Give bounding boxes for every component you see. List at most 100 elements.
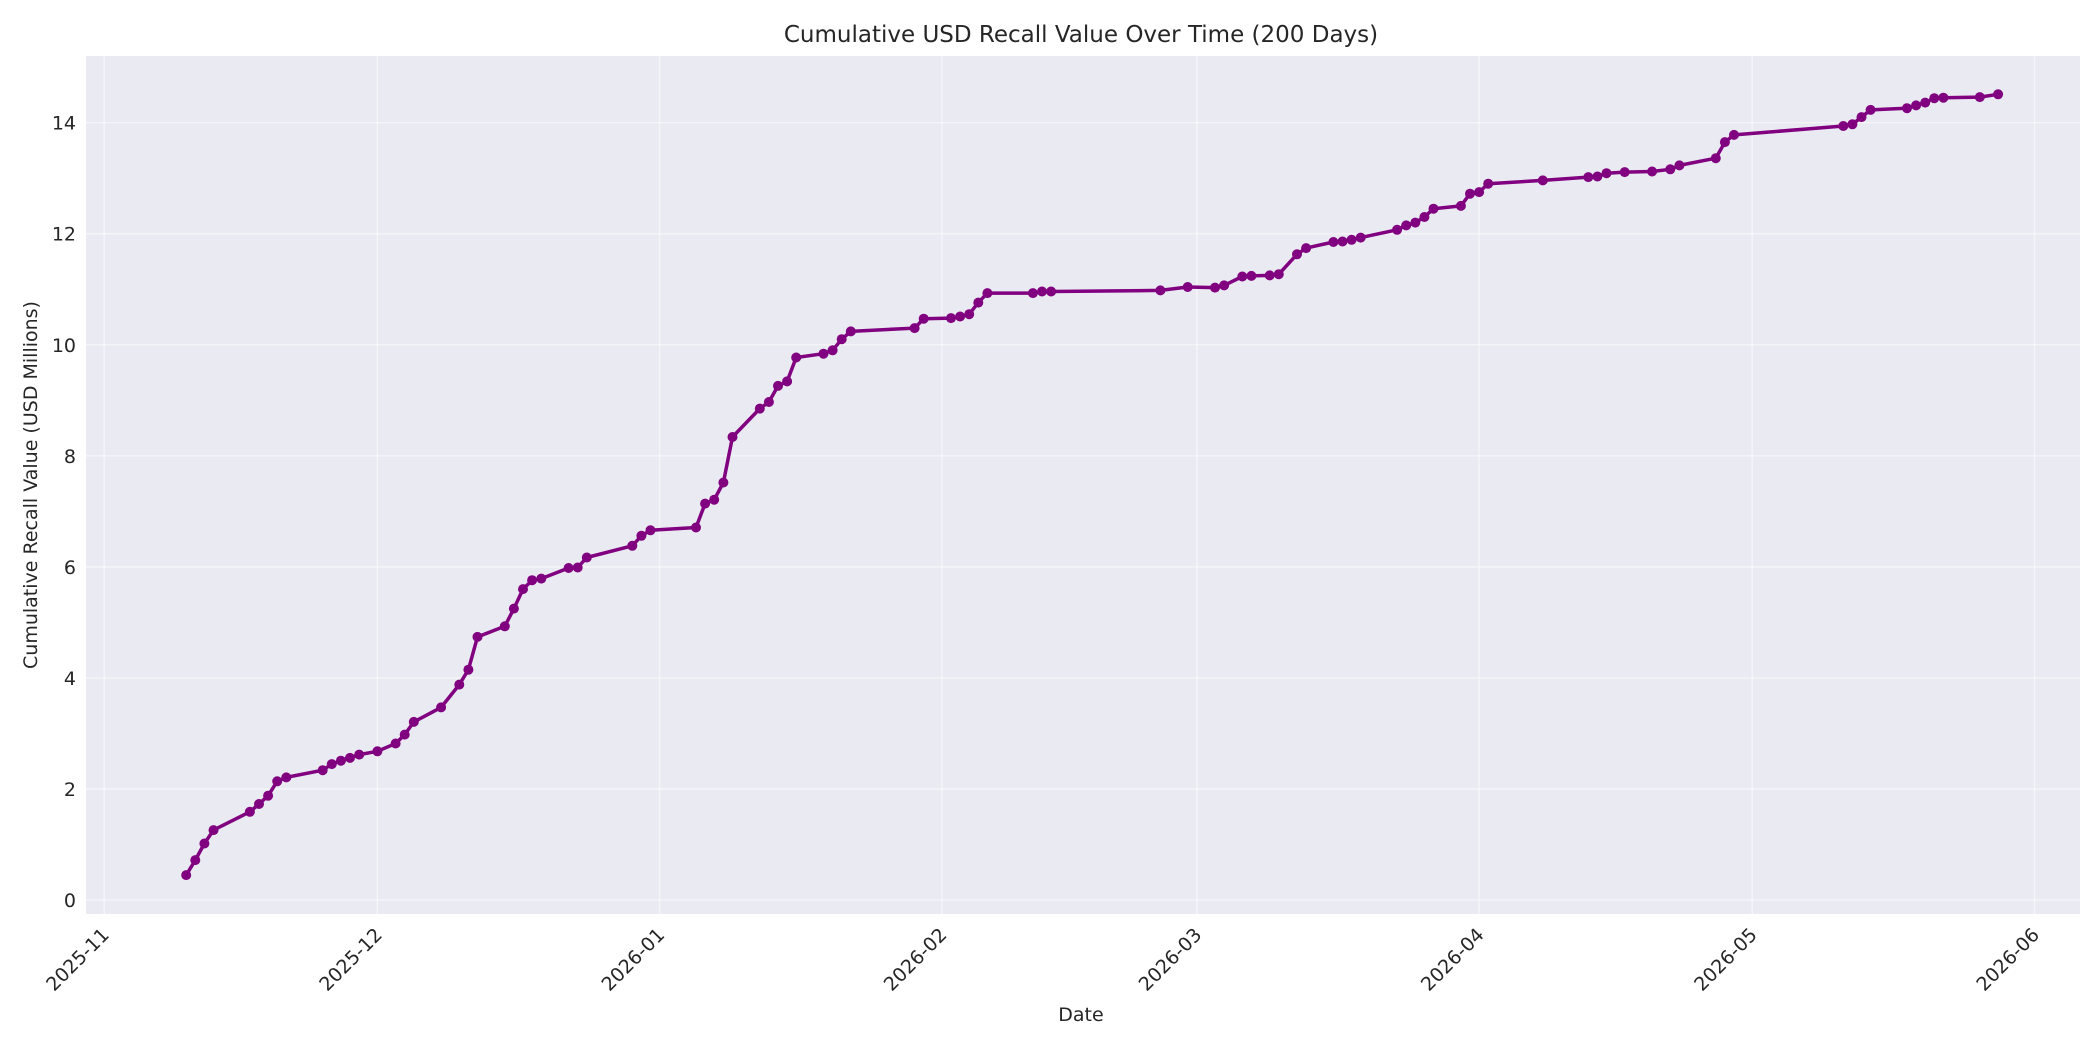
data-point — [281, 772, 292, 783]
data-point — [1419, 212, 1430, 222]
data-point — [636, 530, 647, 541]
data-point — [827, 345, 838, 356]
data-point — [955, 311, 966, 322]
data-point — [1838, 121, 1849, 131]
data-point — [372, 746, 383, 757]
data-point — [1929, 93, 1940, 104]
data-point — [454, 679, 465, 690]
data-point — [199, 838, 210, 849]
data-point — [1974, 92, 1985, 103]
data-point — [1902, 103, 1912, 114]
y-tick-label: 14 — [52, 113, 76, 135]
data-point — [581, 552, 592, 563]
data-point — [1401, 220, 1412, 231]
data-point — [645, 525, 656, 536]
data-point — [1938, 92, 1949, 103]
data-point — [326, 759, 337, 770]
data-point — [718, 477, 729, 488]
data-point — [1355, 232, 1366, 243]
data-point — [836, 334, 847, 345]
data-point — [1856, 112, 1867, 123]
data-point — [1328, 237, 1339, 247]
data-point — [527, 575, 538, 586]
data-point — [272, 776, 283, 787]
data-point — [1647, 166, 1658, 177]
data-point — [563, 563, 574, 573]
x-tick-label: 2026-06 — [1972, 924, 2044, 996]
data-point — [1155, 285, 1166, 296]
data-point — [1337, 236, 1348, 247]
data-point — [1037, 286, 1047, 297]
data-point — [818, 348, 829, 359]
data-point — [499, 621, 510, 632]
data-point — [709, 494, 720, 505]
data-point — [190, 855, 201, 866]
data-point — [399, 729, 410, 740]
data-point — [508, 603, 519, 614]
x-tick-label: 2025-12 — [315, 924, 387, 996]
data-point — [982, 288, 993, 299]
data-point — [1601, 168, 1612, 179]
x-tick-label: 2026-05 — [1690, 924, 1762, 996]
data-point — [1465, 188, 1475, 199]
data-point — [1392, 224, 1403, 235]
data-point — [335, 755, 346, 766]
data-point — [1537, 175, 1548, 186]
data-point — [408, 716, 419, 727]
data-point — [1483, 178, 1494, 189]
data-point — [1674, 160, 1685, 171]
data-point — [1665, 164, 1676, 175]
y-axis-ticks: 0 2 4 6 8 10 12 14 — [52, 113, 76, 912]
data-point — [763, 397, 774, 407]
data-point — [918, 313, 929, 324]
plot-area — [86, 56, 2080, 914]
data-point — [1583, 172, 1594, 183]
data-point — [536, 573, 547, 584]
y-tick-label: 10 — [52, 335, 76, 357]
grid-lines — [86, 56, 2080, 914]
data-point — [727, 432, 738, 442]
data-point — [1710, 153, 1721, 164]
x-tick-label: 2026-02 — [880, 924, 952, 996]
data-point — [909, 323, 920, 334]
data-point — [1237, 271, 1248, 282]
y-tick-label: 6 — [64, 557, 76, 579]
y-tick-label: 0 — [64, 890, 76, 912]
chart-title: Cumulative USD Recall Value Over Time (2… — [784, 22, 1378, 48]
data-point — [1264, 270, 1275, 281]
data-point — [1046, 286, 1057, 297]
x-axis-label: Date — [1058, 1004, 1103, 1026]
data-point — [254, 799, 264, 809]
data-points — [181, 89, 2004, 881]
y-tick-label: 12 — [52, 224, 76, 246]
data-point — [1273, 269, 1284, 280]
data-point — [345, 752, 355, 763]
data-point — [263, 790, 274, 801]
data-point — [773, 380, 783, 391]
data-point — [791, 352, 802, 363]
data-point — [1592, 171, 1603, 182]
data-point — [1455, 200, 1466, 211]
data-point — [1210, 282, 1220, 293]
y-tick-label: 2 — [64, 779, 76, 801]
x-tick-label: 2026-03 — [1135, 924, 1207, 996]
y-tick-label: 4 — [64, 668, 76, 690]
data-point — [700, 498, 711, 509]
data-point — [1027, 288, 1038, 299]
data-point — [572, 562, 583, 573]
data-point — [1182, 282, 1193, 292]
data-point — [1719, 137, 1730, 148]
data-point — [946, 313, 956, 324]
data-point — [845, 326, 856, 337]
data-point — [627, 540, 638, 551]
data-point — [317, 765, 328, 776]
data-point — [390, 738, 401, 749]
x-tick-label: 2025-11 — [42, 924, 114, 996]
data-point — [1410, 217, 1421, 228]
x-tick-label: 2026-01 — [597, 924, 669, 996]
data-point — [1219, 280, 1230, 291]
data-point — [1246, 270, 1257, 281]
data-point — [1619, 167, 1630, 178]
